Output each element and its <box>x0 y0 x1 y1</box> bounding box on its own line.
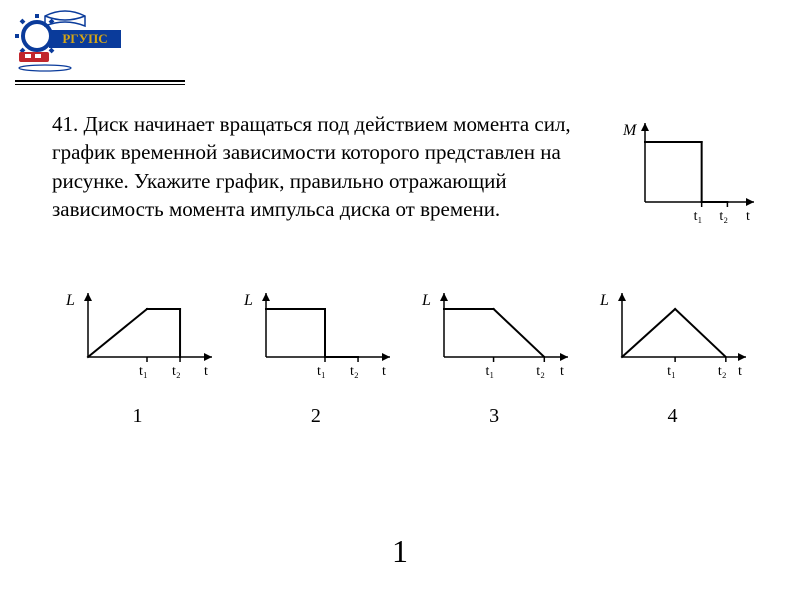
option-1-chart: Lt t₁ t₂ <box>58 285 218 385</box>
svg-text:t₂: t₂ <box>719 209 728 224</box>
moment-chart: Mt t₁ t₂ <box>615 115 760 235</box>
svg-text:t₁: t₁ <box>694 209 703 224</box>
svg-text:t₂: t₂ <box>536 364 545 379</box>
logo-underline-thin <box>15 84 185 85</box>
svg-text:L: L <box>65 292 75 309</box>
svg-text:t₁: t₁ <box>139 364 148 379</box>
option-2: Lt t₁ t₂ 2 <box>233 285 398 428</box>
svg-text:t₂: t₂ <box>718 364 727 379</box>
svg-text:t₂: t₂ <box>172 364 181 379</box>
logo-svg: РГУПС <box>15 8 123 72</box>
svg-text:M: M <box>622 122 638 139</box>
option-2-label: 2 <box>311 405 321 428</box>
option-3-label: 3 <box>489 405 499 428</box>
option-3-chart: Lt t₁ t₂ <box>414 285 574 385</box>
option-4-chart: Lt t₁ t₂ <box>592 285 752 385</box>
svg-text:t₁: t₁ <box>668 364 677 379</box>
logo-text: РГУПС <box>62 31 107 46</box>
answer: 1 <box>0 533 800 570</box>
svg-text:t: t <box>204 364 208 379</box>
logo: РГУПС <box>15 8 123 72</box>
option-1-label: 1 <box>133 405 143 428</box>
svg-text:t: t <box>746 209 750 224</box>
moment-chart-svg: Mt t₁ t₂ <box>615 115 760 230</box>
svg-text:L: L <box>421 292 431 309</box>
option-1: Lt t₁ t₂ 1 <box>55 285 220 428</box>
svg-text:t₁: t₁ <box>486 364 495 379</box>
svg-text:L: L <box>599 292 609 309</box>
option-3: Lt t₁ t₂ 3 <box>412 285 577 428</box>
svg-text:t: t <box>738 364 742 379</box>
svg-text:t₂: t₂ <box>350 364 359 379</box>
svg-text:t₁: t₁ <box>317 364 326 379</box>
logo-underline-thick <box>15 80 185 82</box>
option-row: Lt t₁ t₂ 1 Lt t₁ t₂ 2 Lt t₁ t₂ 3 Lt t₁ t₂ 4 <box>55 285 755 428</box>
option-4: Lt t₁ t₂ 4 <box>590 285 755 428</box>
option-4-label: 4 <box>667 405 677 428</box>
question-text: 41. Диск начинает вращаться под действие… <box>52 110 572 223</box>
option-2-chart: Lt t₁ t₂ <box>236 285 396 385</box>
svg-text:t: t <box>560 364 564 379</box>
svg-text:t: t <box>382 364 386 379</box>
svg-text:L: L <box>243 292 253 309</box>
